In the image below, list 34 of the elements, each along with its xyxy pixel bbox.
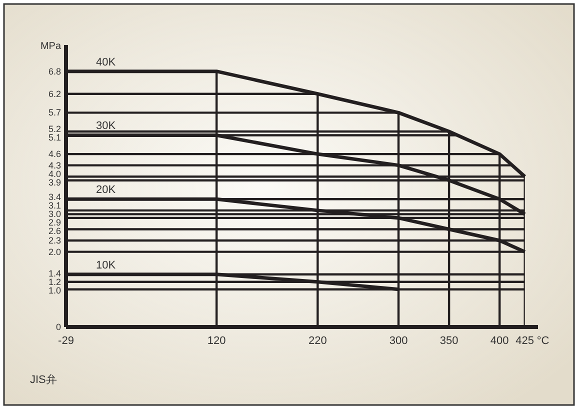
y-tick-label: 4.3 bbox=[48, 160, 61, 170]
y-tick-label: 6.8 bbox=[48, 66, 61, 76]
x-tick-label: 120 bbox=[207, 335, 226, 347]
y-tick-label: 5.1 bbox=[48, 132, 61, 143]
y-tick-label: 1.0 bbox=[48, 285, 61, 296]
x-tick-label: 300 bbox=[389, 335, 408, 347]
y-tick-label: 6.2 bbox=[48, 88, 61, 99]
text: JIS弁 bbox=[30, 373, 57, 386]
y-tick-label: 3.4 bbox=[48, 192, 61, 202]
y-tick-label: 3.1 bbox=[48, 200, 61, 211]
series-label: 20K bbox=[96, 184, 116, 196]
x-tick-label: 220 bbox=[308, 335, 327, 347]
x-axis-title: °C bbox=[536, 335, 550, 347]
y-tick-label: 2.9 bbox=[48, 218, 61, 228]
x-tick-label: 425 bbox=[516, 335, 534, 347]
y-tick-label: 5.7 bbox=[48, 108, 61, 118]
x-tick-label: 350 bbox=[440, 335, 458, 347]
series-label: 40K bbox=[96, 56, 116, 68]
y-tick-label: 1.4 bbox=[48, 268, 61, 278]
series-label: 30K bbox=[96, 120, 116, 132]
y-tick-label: 2.3 bbox=[48, 236, 61, 246]
y-tick-label: 2.0 bbox=[48, 246, 61, 257]
x-tick-label: -29 bbox=[58, 335, 74, 347]
y-tick-label: 5.2 bbox=[48, 124, 61, 134]
y-tick-label: 3.9 bbox=[48, 178, 61, 188]
y-tick-label: 4.6 bbox=[48, 149, 61, 160]
y-tick-label: 1.2 bbox=[48, 276, 61, 287]
y-tick-label: 2.6 bbox=[48, 226, 61, 236]
y-axis-title: MPa bbox=[40, 41, 62, 52]
y-tick-label: 4.0 bbox=[48, 169, 61, 180]
y-tick-label: 0 bbox=[56, 322, 61, 332]
y-tick-label: 3.0 bbox=[48, 209, 61, 220]
series-label: 10K bbox=[96, 259, 116, 272]
x-tick-label: 400 bbox=[490, 335, 509, 347]
